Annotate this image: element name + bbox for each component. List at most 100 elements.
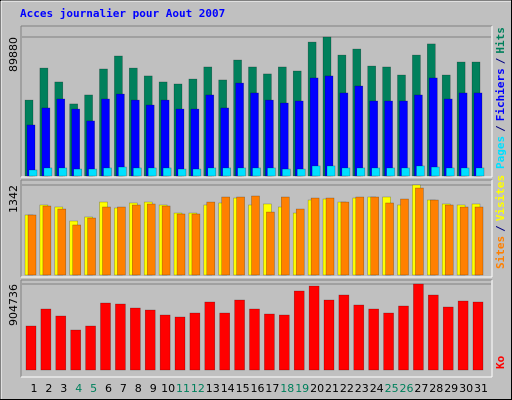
bar (429, 77, 438, 177)
chart-title: Acces journalier pour Aout 2007 (20, 7, 225, 20)
y-tick-label: 904736 (7, 284, 20, 326)
bar (220, 107, 229, 177)
bar (385, 202, 394, 276)
bar (41, 107, 51, 177)
bar (147, 167, 157, 177)
bar (340, 201, 350, 276)
bar (460, 167, 470, 177)
bar (386, 167, 395, 177)
bar (368, 308, 379, 371)
bar (206, 201, 216, 276)
bar (192, 168, 202, 177)
bar (444, 204, 454, 276)
x-tick-label: 2 (45, 382, 52, 395)
x-tick-label: 28 (429, 382, 443, 395)
bar (88, 168, 97, 177)
bar (428, 294, 439, 371)
bar (189, 312, 201, 371)
bar (310, 197, 320, 276)
x-tick-label: 1 (31, 382, 38, 395)
x-tick-label: 21 (325, 382, 339, 395)
bar (267, 167, 276, 177)
y-tick-label: 1342 (7, 185, 20, 213)
legend: Sites / Visites (494, 175, 507, 269)
bar (472, 301, 484, 371)
bar (309, 77, 319, 177)
bar (282, 168, 291, 177)
bar (414, 94, 423, 177)
bar (338, 294, 350, 371)
bar (430, 199, 439, 276)
bar (162, 167, 172, 177)
x-tick-label: 12 (191, 382, 205, 395)
x-tick-label: 3 (60, 382, 67, 395)
bar (146, 203, 156, 276)
bar (354, 85, 364, 177)
bar (26, 124, 36, 177)
bar (442, 306, 454, 371)
bar (207, 167, 217, 177)
bar (265, 99, 274, 177)
x-tick-label: 20 (310, 382, 324, 395)
bar (130, 307, 141, 371)
x-tick-label: 4 (75, 382, 82, 395)
bar (383, 312, 394, 371)
bar (324, 75, 334, 177)
bar (133, 167, 142, 177)
bar (175, 108, 185, 177)
bar (294, 100, 304, 177)
bar (86, 120, 95, 177)
bar (174, 316, 186, 371)
bar (144, 309, 156, 371)
x-tick-label: 24 (370, 382, 384, 395)
bar (398, 305, 409, 371)
bar (100, 302, 111, 371)
x-tick-label: 31 (474, 382, 488, 395)
x-tick-label: 8 (135, 382, 142, 395)
bar (27, 214, 37, 276)
legend: Ko (494, 355, 507, 369)
bar (87, 217, 96, 276)
bar (326, 165, 336, 177)
x-tick-label: 6 (105, 382, 112, 395)
bar (219, 312, 230, 371)
legend: Pages / Fichiers / Hits (494, 27, 507, 169)
bar (72, 224, 81, 276)
bar (281, 196, 290, 276)
bar (116, 93, 125, 177)
bar (459, 206, 469, 276)
x-tick-label: 14 (221, 382, 235, 395)
bar (55, 315, 67, 371)
legend-entry: Visites (494, 175, 507, 221)
legend-entry: Sites (494, 236, 507, 269)
bar (458, 92, 468, 177)
x-tick-label: 13 (206, 382, 220, 395)
x-tick-label: 7 (120, 382, 127, 395)
bar (370, 196, 379, 276)
bar (356, 167, 366, 177)
bar (161, 205, 171, 276)
bar (234, 299, 245, 371)
legend-entry: Pages (494, 136, 507, 169)
bar (296, 168, 306, 177)
bar (415, 187, 424, 276)
bar (445, 167, 455, 177)
bar (117, 206, 126, 276)
bar (250, 92, 259, 177)
bar (475, 167, 485, 177)
bar (118, 166, 127, 177)
bar (43, 167, 53, 177)
bar (339, 92, 349, 177)
bar (384, 100, 393, 177)
x-tick-label: 5 (90, 382, 97, 395)
x-tick-label: 25 (385, 382, 399, 395)
bar (85, 325, 96, 371)
bar (400, 198, 409, 276)
bar (56, 98, 66, 177)
bar (235, 82, 244, 177)
bar (28, 169, 38, 177)
bar (204, 301, 216, 371)
bar (308, 285, 320, 371)
bar (457, 300, 469, 371)
bar (416, 165, 425, 177)
